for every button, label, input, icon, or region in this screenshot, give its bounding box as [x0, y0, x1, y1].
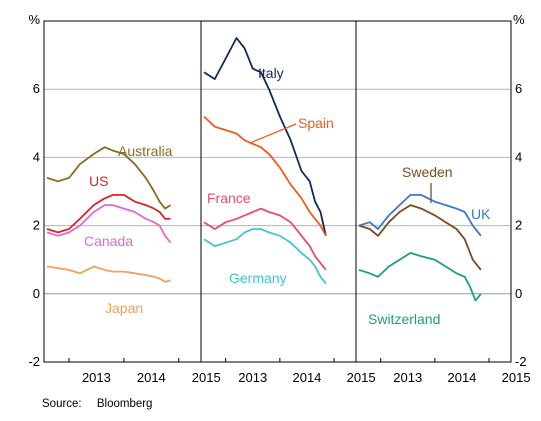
- x-tick-label: 2014: [292, 370, 321, 385]
- series-label-australia: Australia: [118, 143, 173, 159]
- series-line-uk: [358, 193, 482, 237]
- y-unit-left: %: [28, 12, 40, 27]
- x-tick-label: 2014: [447, 370, 476, 385]
- y-tick-label-right: -2: [515, 354, 527, 369]
- series-label-germany: Germany: [229, 270, 287, 286]
- series-lines: [46, 37, 482, 302]
- series-line-japan: [46, 265, 171, 283]
- series-line-spain: [203, 115, 327, 237]
- source-label: Source:: [42, 398, 82, 410]
- y-tick-label-right: 4: [515, 149, 522, 164]
- x-tick-label: 2014: [137, 370, 166, 385]
- series-line-france: [203, 207, 327, 271]
- x-tick-label: 2015: [192, 370, 221, 385]
- series-label-canada: Canada: [84, 233, 133, 249]
- x-tick-label: 2013: [82, 370, 111, 385]
- y-tick-label-right: 6: [515, 81, 522, 96]
- series-labels: Australia US Canada Japan Italy Spain France Ge…: [84, 65, 491, 327]
- series-label-france: France: [207, 190, 251, 206]
- y-tick-label-right: 2: [515, 218, 522, 233]
- x-tick-label: 2015: [347, 370, 376, 385]
- series-label-spain: Spain: [298, 115, 334, 131]
- series-line-italy: [203, 37, 327, 236]
- y-tick-label-left: 6: [33, 81, 40, 96]
- series-line-switzerland: [358, 251, 482, 302]
- source-note: Source: Bloomberg: [42, 398, 152, 410]
- series-label-switzerland: Switzerland: [368, 311, 440, 327]
- series-line-germany: [203, 228, 327, 285]
- y-tick-label-left: 4: [33, 149, 40, 164]
- series-label-japan: Japan: [105, 300, 143, 316]
- gridlines: [44, 88, 511, 295]
- series-line-australia: [46, 146, 171, 210]
- series-label-italy: Italy: [258, 65, 284, 81]
- series-label-sweden: Sweden: [402, 164, 453, 180]
- plot-border: [43, 20, 512, 363]
- series-label-us: US: [89, 173, 108, 189]
- y-tick-label-right: 0: [515, 286, 522, 301]
- spain-pointer: [249, 123, 297, 144]
- y-tick-label-left: 2: [33, 218, 40, 233]
- plot-frame: [43, 20, 512, 363]
- source-name: Bloomberg: [96, 398, 153, 410]
- x-tick-label: 2015: [502, 370, 531, 385]
- y-tick-label-left: 0: [33, 286, 40, 301]
- series-line-sweden: [358, 204, 482, 271]
- series-line-canada: [46, 204, 172, 244]
- y-unit-right: %: [513, 12, 525, 27]
- series-line-us: [46, 193, 171, 234]
- axis-ticks: -2 -2 0 0 2 2 4 4 6 6% % 2013 2014 2015 2013 2014 2015 20…: [28, 12, 530, 385]
- x-tick-label: 2013: [393, 370, 422, 385]
- y-tick-label-left: -2: [28, 354, 40, 369]
- series-label-uk: UK: [471, 206, 491, 222]
- x-tick-label: 2013: [238, 370, 267, 385]
